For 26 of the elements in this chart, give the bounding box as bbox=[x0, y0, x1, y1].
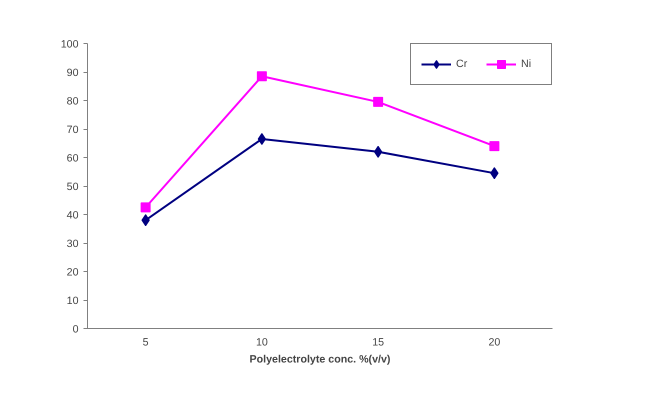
point bbox=[140, 202, 151, 212]
y-tick-label: 60 bbox=[66, 152, 79, 164]
x-tick-label: 20 bbox=[488, 336, 500, 348]
point bbox=[489, 141, 500, 152]
y-tick-label: 40 bbox=[66, 210, 79, 222]
y-tick-label: 80 bbox=[66, 96, 79, 108]
x-tick-label: 15 bbox=[372, 336, 384, 348]
legend-label: Cr bbox=[456, 58, 468, 70]
y-tick-label: 50 bbox=[66, 181, 79, 193]
point bbox=[490, 167, 499, 180]
y-tick-label: 100 bbox=[60, 38, 79, 50]
x-axis-title: Polyelectrolyte conc. %(v/v) bbox=[250, 354, 391, 366]
point bbox=[374, 146, 382, 158]
y-tick-label: 20 bbox=[66, 266, 79, 278]
x-tick-label: 5 bbox=[142, 336, 149, 348]
y-tick-label: 0 bbox=[72, 324, 79, 336]
point bbox=[141, 214, 150, 226]
point bbox=[373, 96, 384, 107]
y-tick-label: 10 bbox=[66, 295, 79, 307]
point bbox=[256, 71, 267, 82]
point bbox=[258, 132, 266, 145]
y-tick-label: 90 bbox=[66, 67, 79, 79]
legend-label: Ni bbox=[521, 58, 532, 70]
y-tick-label: 30 bbox=[66, 238, 79, 250]
x-tick-label: 10 bbox=[256, 336, 268, 348]
y-tick-label: 70 bbox=[66, 124, 79, 136]
